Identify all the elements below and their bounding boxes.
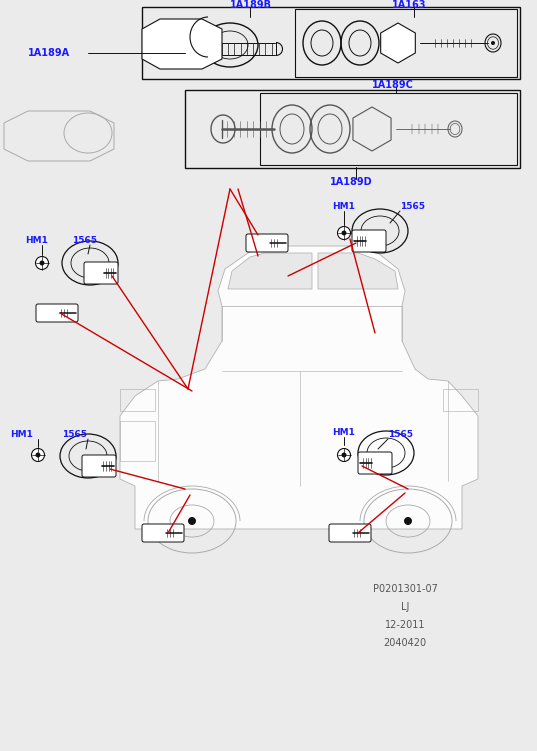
Circle shape xyxy=(337,227,351,240)
FancyBboxPatch shape xyxy=(142,524,184,542)
FancyBboxPatch shape xyxy=(352,230,386,252)
FancyBboxPatch shape xyxy=(36,304,78,322)
Text: HM1: HM1 xyxy=(10,430,33,439)
Bar xyxy=(260,93,517,165)
Circle shape xyxy=(188,517,196,525)
Bar xyxy=(142,7,520,79)
FancyBboxPatch shape xyxy=(82,455,116,477)
Text: 1A189C: 1A189C xyxy=(372,80,414,90)
Polygon shape xyxy=(381,23,415,63)
Bar xyxy=(295,9,517,77)
Circle shape xyxy=(404,517,412,525)
FancyBboxPatch shape xyxy=(246,234,288,252)
Polygon shape xyxy=(120,246,478,529)
Text: 12-2011: 12-2011 xyxy=(384,620,425,630)
Text: 1565: 1565 xyxy=(388,430,413,439)
Text: 1A189A: 1A189A xyxy=(28,48,70,58)
Text: HM1: HM1 xyxy=(25,237,48,246)
Text: 2040420: 2040420 xyxy=(383,638,426,648)
Polygon shape xyxy=(4,111,114,161)
Bar xyxy=(443,389,478,411)
Circle shape xyxy=(32,448,45,462)
Text: P0201301-07: P0201301-07 xyxy=(373,584,438,594)
Circle shape xyxy=(35,453,40,457)
Circle shape xyxy=(40,261,45,266)
FancyBboxPatch shape xyxy=(358,452,392,474)
Circle shape xyxy=(337,448,351,462)
Text: 1565: 1565 xyxy=(72,237,97,246)
FancyBboxPatch shape xyxy=(84,262,118,284)
Text: HM1: HM1 xyxy=(332,429,355,438)
Polygon shape xyxy=(318,253,398,289)
Polygon shape xyxy=(353,107,391,151)
Text: 1565: 1565 xyxy=(400,203,425,212)
Bar xyxy=(120,389,155,411)
FancyBboxPatch shape xyxy=(329,524,371,542)
Circle shape xyxy=(35,257,48,270)
Polygon shape xyxy=(228,253,312,289)
Bar xyxy=(185,90,520,168)
Bar xyxy=(120,421,155,461)
Circle shape xyxy=(342,453,346,457)
Text: 1A189D: 1A189D xyxy=(330,177,373,187)
Text: HM1: HM1 xyxy=(332,203,355,212)
Polygon shape xyxy=(142,19,222,69)
Circle shape xyxy=(342,231,346,236)
Text: 1A189B: 1A189B xyxy=(230,0,272,10)
Text: 1565: 1565 xyxy=(62,430,87,439)
Text: 1A163: 1A163 xyxy=(392,0,426,10)
Text: LJ: LJ xyxy=(401,602,409,612)
Circle shape xyxy=(491,41,495,45)
